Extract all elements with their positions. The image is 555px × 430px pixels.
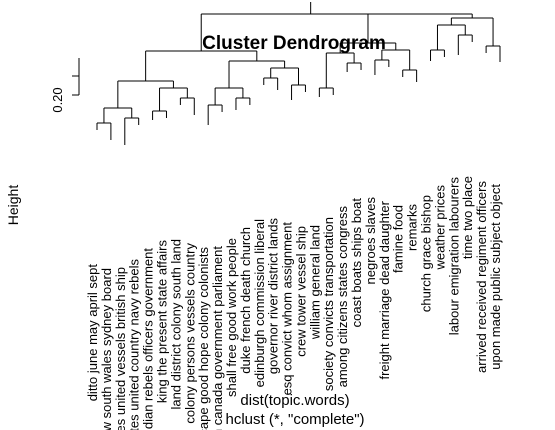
leaf-label: shall free good work people <box>224 238 239 397</box>
leaf-label: among citizens states congress <box>335 206 350 388</box>
leaf-label: society convicts transportation <box>321 217 336 391</box>
leaf-label: freight marriage dead daughter <box>377 200 392 379</box>
leaf-label: william general land <box>307 225 322 340</box>
leaf-label: cape good hope colony colonists <box>196 247 211 430</box>
dendrogram-branches <box>96 2 501 145</box>
leaf-label: ditto june may april sept <box>85 264 100 402</box>
leaf-label: governor river district lands <box>266 218 281 375</box>
leaf-label: esq convict whom assignment <box>280 222 295 396</box>
leaf-label: time two place <box>460 176 475 259</box>
y-axis-label: Height <box>5 185 21 226</box>
leaf-label: negroes slaves <box>363 197 378 285</box>
leaf-label: edinburgh commission liberal <box>252 219 267 387</box>
leaf-label: famine food <box>391 205 406 273</box>
leaf-label: indian rebels officers government <box>141 248 156 430</box>
leaf-label: colony persons vessels country <box>182 243 197 424</box>
leaf-label: coast boats ships boat <box>349 198 364 328</box>
leaf-label: labour emigration labourers <box>446 177 461 336</box>
leaf-label: british canada government parliament <box>210 246 225 430</box>
leaf-label: canada new south wales sydney board <box>99 268 114 430</box>
y-axis: 0.20 <box>50 58 80 113</box>
leaf-label: states united vessels british ship <box>113 267 128 430</box>
leaf-label: king the present state affairs <box>154 240 169 404</box>
leaf-label: crew tower vessel ship <box>293 226 308 357</box>
leaf-label: states united country navy rebels <box>127 259 142 430</box>
leaf-label: duke french death church <box>238 227 253 374</box>
leaf-label: remarks <box>405 204 420 251</box>
chart-title: Cluster Dendrogram <box>202 33 386 54</box>
leaf-label: weather prices <box>432 185 447 271</box>
x-axis-label: dist(topic.words) <box>240 392 349 409</box>
leaf-label: arrived received regiment officers <box>474 181 489 373</box>
leaf-label: land district colony south land <box>168 239 183 410</box>
x-axis-sublabel: hclust (*, "complete") <box>225 411 364 428</box>
leaf-label: church grace bishop <box>419 195 434 312</box>
y-tick-label: 0.20 <box>50 87 65 112</box>
leaf-label: upon made public subject object <box>488 184 503 370</box>
